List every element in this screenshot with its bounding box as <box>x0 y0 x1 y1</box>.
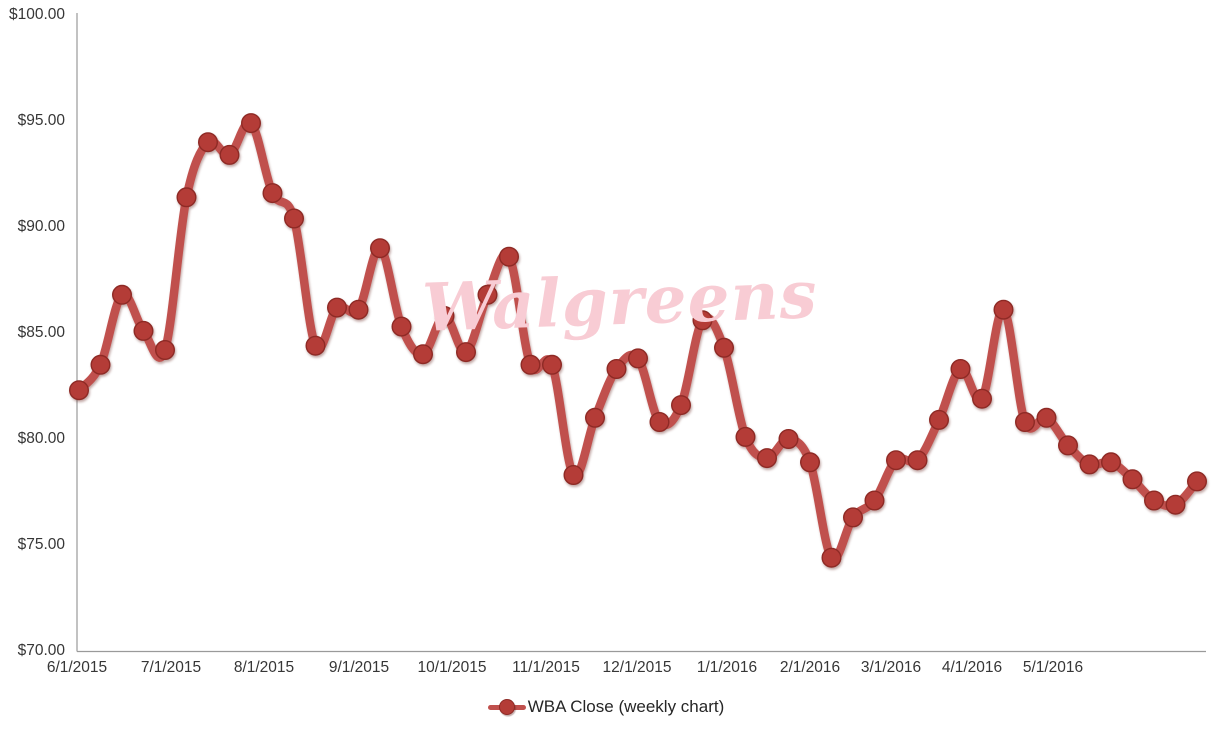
data-point-marker <box>778 429 799 450</box>
data-point-marker <box>692 310 713 331</box>
x-axis-tick-label: 6/1/2015 <box>47 659 107 676</box>
data-point-marker <box>563 465 584 486</box>
data-point-marker <box>1186 471 1207 492</box>
data-point-marker <box>585 407 606 428</box>
x-axis-tick-label: 8/1/2015 <box>234 659 294 676</box>
data-point-marker <box>993 299 1014 320</box>
data-point-marker <box>1122 469 1143 490</box>
chart-legend: WBA Close (weekly chart) <box>0 692 1212 722</box>
data-point-marker <box>262 183 283 204</box>
data-point-marker <box>327 297 348 318</box>
data-point-marker <box>1143 490 1164 511</box>
x-axis-tick-label: 3/1/2016 <box>861 659 921 676</box>
y-axis-tick-label: $90.00 <box>18 218 66 235</box>
y-axis-tick-label: $80.00 <box>18 430 66 447</box>
data-point-marker <box>1165 494 1186 515</box>
x-axis-tick-label: 9/1/2015 <box>329 659 389 676</box>
data-point-marker <box>1079 454 1100 475</box>
data-point-marker <box>520 354 541 375</box>
data-point-marker <box>240 113 261 134</box>
data-point-marker <box>1057 435 1078 456</box>
data-point-marker <box>391 316 412 337</box>
data-point-marker <box>1036 407 1057 428</box>
data-point-marker <box>176 187 197 208</box>
data-point-marker <box>499 246 520 267</box>
y-axis-tick-label: $100.00 <box>9 6 65 23</box>
data-point-marker <box>929 409 950 430</box>
data-point-marker <box>219 144 240 165</box>
data-point-marker <box>606 359 627 380</box>
data-point-marker <box>284 208 305 229</box>
data-point-marker <box>413 344 434 365</box>
series-group <box>68 113 1207 568</box>
data-point-marker <box>90 354 111 375</box>
data-point-marker <box>1100 452 1121 473</box>
data-point-marker <box>456 342 477 363</box>
data-point-marker <box>735 426 756 447</box>
data-point-marker <box>821 547 842 568</box>
data-point-marker <box>133 320 154 341</box>
data-point-marker <box>348 299 369 320</box>
y-axis-tick-label: $85.00 <box>18 324 66 341</box>
x-axis-tick-label: 7/1/2015 <box>141 659 201 676</box>
data-point-marker <box>111 284 132 305</box>
x-axis-tick-label: 2/1/2016 <box>780 659 840 676</box>
x-axis-tick-label: 1/1/2016 <box>697 659 757 676</box>
legend-label: WBA Close (weekly chart) <box>527 697 725 716</box>
data-point-marker <box>757 448 778 469</box>
y-axis-tick-label: $75.00 <box>18 536 66 553</box>
data-point-marker <box>542 354 563 375</box>
data-point-marker <box>1015 412 1036 433</box>
data-point-marker <box>649 412 670 433</box>
data-point-marker <box>972 388 993 409</box>
data-point-marker <box>197 132 218 153</box>
y-axis-tick-label: $95.00 <box>18 112 66 129</box>
data-point-marker <box>68 380 89 401</box>
x-axis-tick-label: 11/1/2015 <box>512 659 580 676</box>
x-axis-tick-label: 4/1/2016 <box>942 659 1002 676</box>
legend-line-marker-icon <box>487 698 526 716</box>
x-axis-tick-label: 5/1/2016 <box>1023 659 1083 676</box>
y-axis-tick-label: $70.00 <box>18 642 66 659</box>
data-point-marker <box>800 452 821 473</box>
data-point-marker <box>628 348 649 369</box>
data-point-marker <box>305 335 326 356</box>
data-point-marker <box>671 395 692 416</box>
x-axis-tick-label: 12/1/2015 <box>603 659 672 676</box>
data-point-marker <box>370 238 391 259</box>
legend-dot-swatch <box>498 699 515 715</box>
data-point-marker <box>434 306 455 327</box>
data-point-marker <box>886 450 907 471</box>
data-point-marker <box>864 490 885 511</box>
data-point-marker <box>843 507 864 528</box>
x-axis-tick-label: 10/1/2015 <box>418 659 487 676</box>
data-point-marker <box>950 359 971 380</box>
data-point-marker <box>907 450 928 471</box>
data-point-marker <box>154 340 175 361</box>
series-line-wba-close <box>74 118 1202 564</box>
data-point-marker <box>477 284 498 305</box>
data-point-marker <box>714 337 735 358</box>
